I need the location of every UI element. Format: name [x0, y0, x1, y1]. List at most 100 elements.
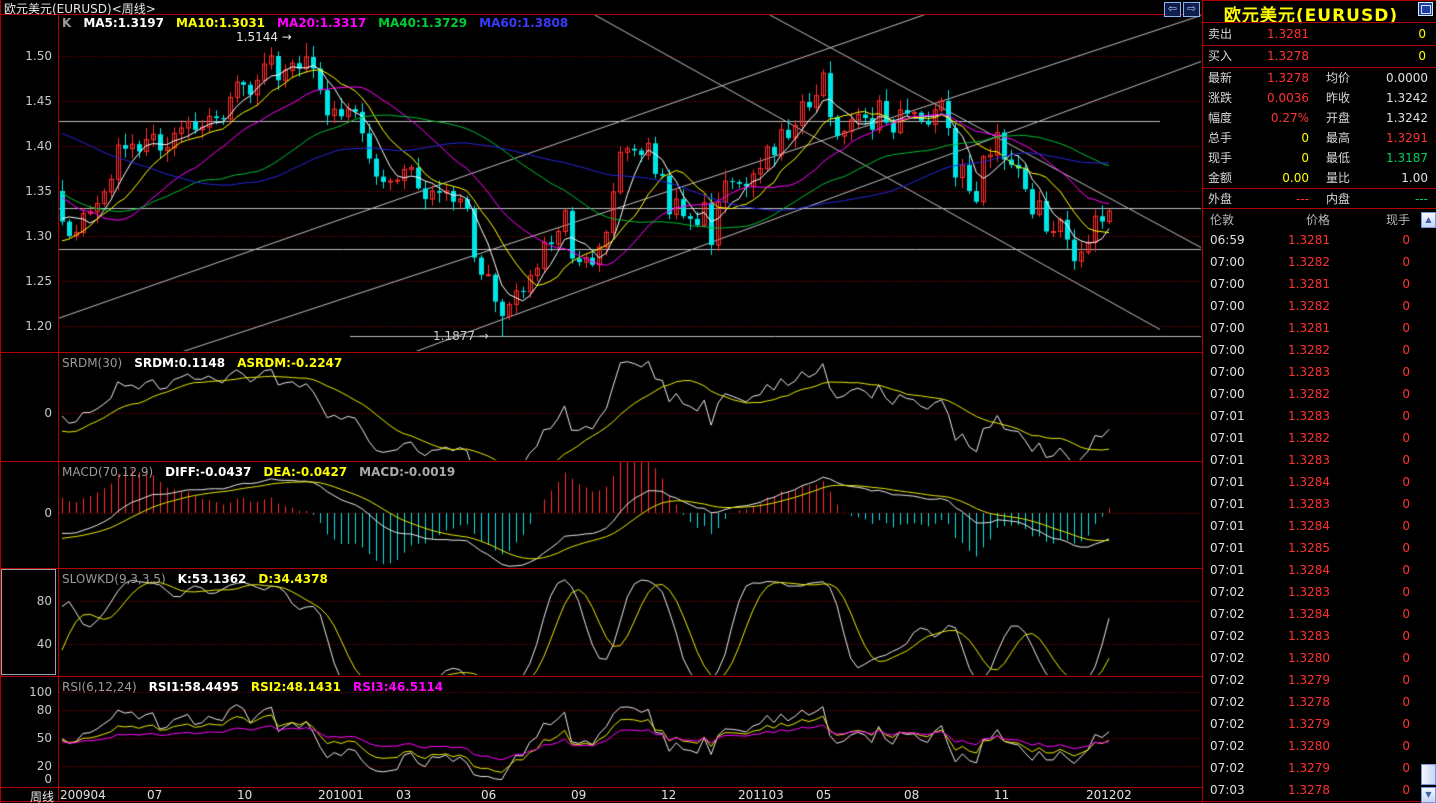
price-annotation: 1.1877 →	[433, 329, 489, 343]
trade-time: 06:59	[1210, 233, 1245, 247]
indicator-name: MACD(70,12,9)	[62, 465, 154, 479]
scroll-thumb[interactable]	[1421, 764, 1436, 785]
trade-price: 1.3282	[1288, 387, 1330, 401]
trade-row: 07:02 1.3279 0	[1204, 669, 1420, 691]
trade-volume: 0	[1402, 233, 1410, 247]
time-axis-label: 201103	[738, 788, 784, 802]
trade-time: 07:00	[1210, 277, 1245, 291]
trade-volume: 0	[1402, 409, 1410, 423]
ma-legend-item: MA40:1.3729	[378, 16, 468, 30]
trade-price: 1.3281	[1288, 277, 1330, 291]
quote-value: 0	[1301, 151, 1309, 165]
trade-time: 07:02	[1210, 761, 1245, 775]
price-axis-label: 1.40	[25, 139, 52, 153]
left-arrow-icon: ⇦	[1167, 2, 1178, 15]
trade-price: 1.3282	[1288, 255, 1330, 269]
period-label: 周线	[29, 790, 54, 803]
right-arrow-icon: ⇨	[1186, 2, 1197, 15]
window-restore-icon[interactable]	[1418, 2, 1433, 16]
trade-row: 07:00 1.3282 0	[1204, 339, 1420, 361]
scroll-down-button[interactable]: ▼	[1421, 787, 1436, 803]
price-axis-label: 1.45	[25, 94, 52, 108]
indicator-value: RSI2:48.1431	[250, 680, 341, 694]
trade-volume: 0	[1402, 541, 1410, 555]
trade-volume: 0	[1402, 717, 1410, 731]
trade-time: 07:00	[1210, 255, 1245, 269]
quote-value: 0.00	[1282, 171, 1309, 185]
quote-grid-row: 现手 0 最低 1.3187	[1204, 148, 1434, 168]
quote-label: 最新	[1208, 71, 1233, 85]
trade-volume: 0	[1402, 497, 1410, 511]
trade-row: 07:02 1.3280 0	[1204, 647, 1420, 669]
quote-label: 金额	[1208, 171, 1233, 185]
indicator-value: DIFF:-0.0437	[165, 465, 252, 479]
flow-row: 外盘 --- 内盘 ---	[1204, 189, 1434, 209]
trade-row: 07:00 1.3281 0	[1204, 273, 1420, 295]
trade-volume: 0	[1402, 739, 1410, 753]
trade-time: 07:01	[1210, 563, 1245, 577]
indicator-value: ASRDM:-0.2247	[237, 356, 343, 370]
quote-label: 量比	[1326, 171, 1351, 185]
scroll-left-button[interactable]: ⇦	[1164, 2, 1181, 17]
trade-price: 1.3283	[1288, 497, 1330, 511]
trade-row: 07:02 1.3279 0	[1204, 713, 1420, 735]
ma-legend-item: K	[62, 16, 72, 30]
quote-value: 1.3278	[1267, 71, 1309, 85]
trade-row: 06:59 1.3281 0	[1204, 229, 1420, 251]
trade-price: 1.3284	[1288, 563, 1330, 577]
time-and-sales-list: 06:59 1.3281 0 07:00 1.3282 0 07:00 1.3281 0 07:0…	[1204, 229, 1420, 801]
quote-label: 昨收	[1326, 91, 1351, 105]
time-axis-label: 05	[816, 788, 832, 802]
indicator-axis-label: 80	[36, 593, 52, 608]
time-axis-label: 201202	[1086, 788, 1132, 802]
trade-price: 1.3281	[1288, 321, 1330, 335]
trade-price: 1.3280	[1288, 651, 1330, 665]
trade-row: 07:00 1.3282 0	[1204, 251, 1420, 273]
time-axis-label: 10	[237, 788, 253, 802]
trade-volume: 0	[1402, 431, 1410, 445]
indicator-name: SRDM(30)	[62, 356, 123, 370]
trade-row: 07:02 1.3278 0	[1204, 691, 1420, 713]
trade-price: 1.3284	[1288, 607, 1330, 621]
tape-scrollbar[interactable]: ▲ ▼	[1421, 212, 1436, 803]
trade-time: 07:00	[1210, 387, 1245, 401]
trade-time: 07:02	[1210, 607, 1245, 621]
tape-col-volume: 现手	[1385, 213, 1410, 227]
pane-separator-1	[0, 352, 1202, 353]
trade-price: 1.3281	[1288, 233, 1330, 247]
indicator-value: D:34.4378	[258, 572, 328, 586]
trade-price: 1.3283	[1288, 453, 1330, 467]
trade-row: 07:02 1.3283 0	[1204, 625, 1420, 647]
scroll-right-button[interactable]: ⇨	[1183, 2, 1200, 17]
quote-grid-row: 总手 0 最高 1.3291	[1204, 128, 1434, 148]
quote-label: 开盘	[1326, 111, 1351, 125]
scroll-up-button[interactable]: ▲	[1421, 212, 1436, 228]
quote-label: 幅度	[1208, 111, 1233, 125]
quote-value: 1.3291	[1386, 131, 1428, 145]
trade-price: 1.3283	[1288, 365, 1330, 379]
trade-time: 07:00	[1210, 299, 1245, 313]
trade-time: 07:02	[1210, 717, 1245, 731]
trade-price: 1.3283	[1288, 409, 1330, 423]
sell-price: 1.3281	[1267, 27, 1309, 41]
trade-price: 1.3280	[1288, 739, 1330, 753]
indicator-axis-label: 40	[36, 637, 52, 652]
trade-volume: 0	[1402, 651, 1410, 665]
trade-price: 1.3283	[1288, 585, 1330, 599]
quote-top-border	[1202, 0, 1436, 1]
indicator-label-row: RSI(6,12,24) RSI1:58.4495 RSI2:48.1431 RSI3…	[62, 680, 455, 694]
trade-price: 1.3279	[1288, 717, 1330, 731]
quote-value: 0	[1301, 131, 1309, 145]
trade-volume: 0	[1402, 519, 1410, 533]
quote-value: 0.0000	[1386, 71, 1428, 85]
indicator-label-row: MACD(70,12,9) DIFF:-0.0437 DEA:-0.0427 MACD…	[62, 465, 467, 479]
tape-header: 伦敦 价格 现手	[1204, 210, 1420, 230]
time-axis-label: 12	[661, 788, 677, 802]
trade-row: 07:00 1.3283 0	[1204, 361, 1420, 383]
trade-row: 07:01 1.3282 0	[1204, 427, 1420, 449]
trade-volume: 0	[1402, 277, 1410, 291]
pane-separator-2	[0, 461, 1202, 462]
trade-price: 1.3279	[1288, 673, 1330, 687]
trade-volume: 0	[1402, 783, 1410, 797]
